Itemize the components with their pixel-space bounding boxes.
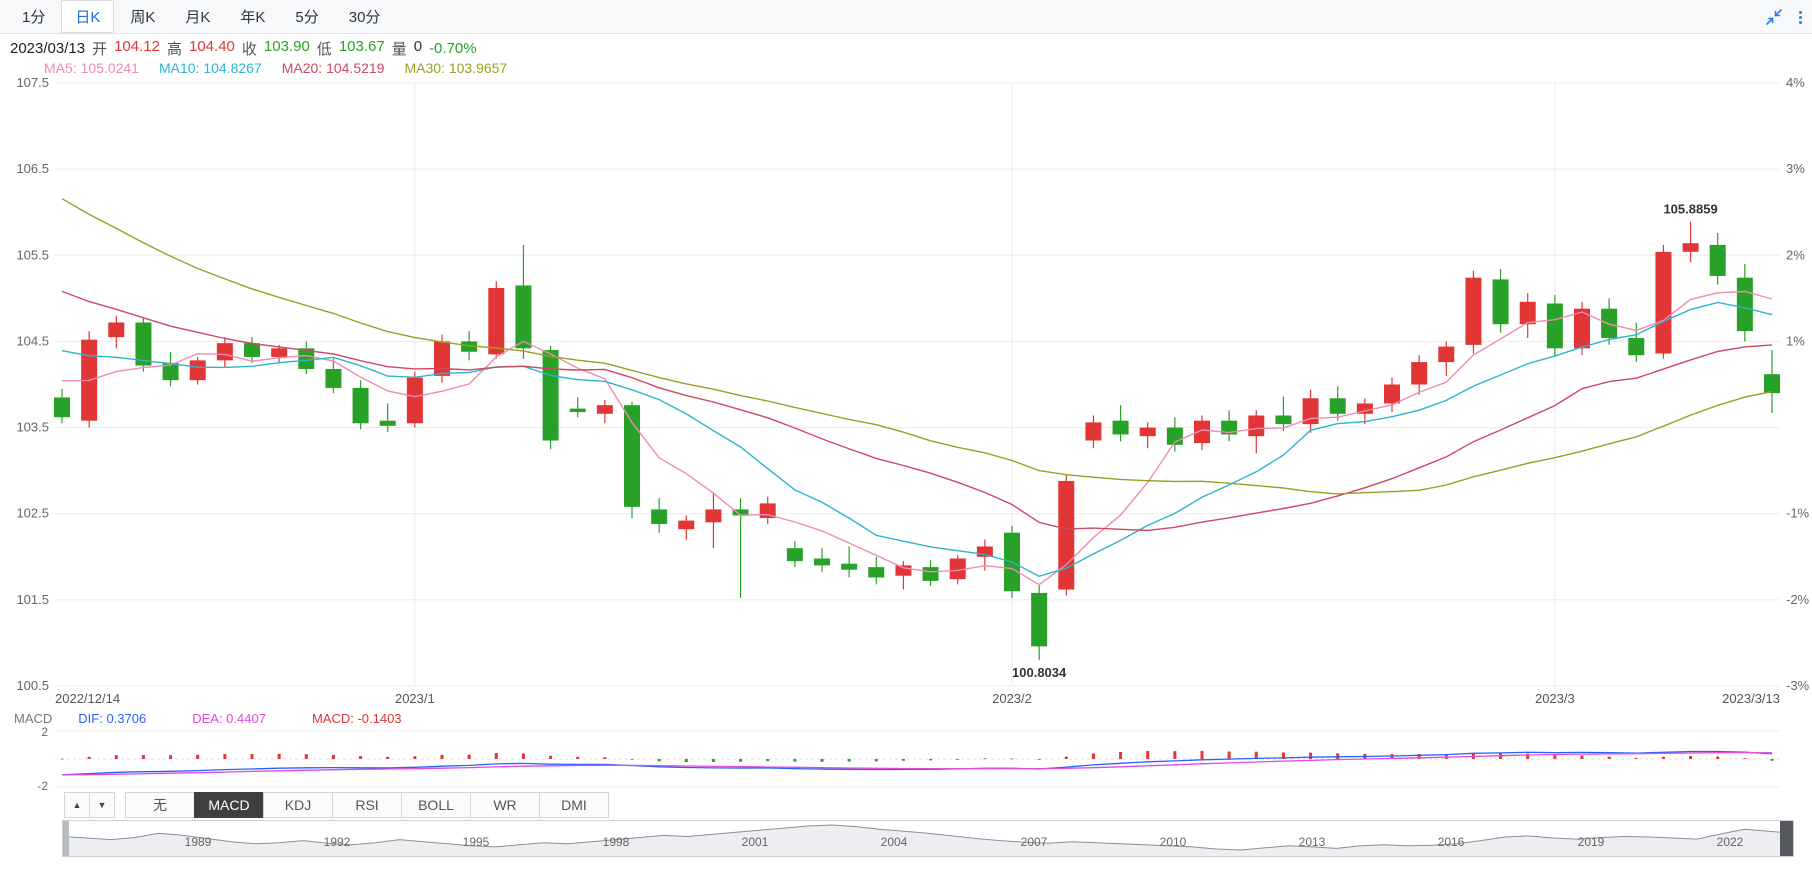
svg-text:103.5: 103.5: [16, 420, 49, 435]
svg-text:2%: 2%: [1786, 247, 1805, 262]
svg-text:105.5: 105.5: [16, 247, 49, 262]
period-tab-1分[interactable]: 1分: [22, 9, 46, 26]
info-field-label: 量: [391, 40, 407, 58]
info-field-label: 开: [92, 40, 108, 58]
toolbar-icons: [1765, 0, 1802, 34]
macd-dif-value: DIF: 0.3706: [78, 710, 147, 726]
svg-text:2: 2: [41, 726, 48, 739]
svg-text:2010: 2010: [1160, 835, 1187, 849]
svg-text:-3%: -3%: [1786, 678, 1810, 693]
svg-text:4%: 4%: [1786, 76, 1805, 90]
indicator-tab-MACD[interactable]: MACD: [194, 792, 264, 818]
macd-macd-value: MACD: -0.1403: [311, 710, 402, 726]
svg-text:106.5: 106.5: [16, 161, 49, 176]
svg-text:105.8859: 105.8859: [1663, 202, 1717, 217]
info-fields: 开 104.12 高 104.40 收 103.90 低 103.67 量 0: [92, 38, 422, 59]
info-field-value: 104.12: [114, 37, 160, 55]
ma-value: MA20: 104.5219: [281, 60, 385, 76]
indicator-down-button[interactable]: ▼: [89, 792, 115, 818]
svg-text:-2: -2: [37, 779, 48, 792]
svg-text:1%: 1%: [1786, 333, 1805, 348]
indicator-tab-WR[interactable]: WR: [470, 792, 540, 818]
svg-text:2004: 2004: [881, 835, 908, 849]
svg-text:2016: 2016: [1438, 835, 1465, 849]
period-tabs: 1分 日K 周K 月K 年K 5分 30分: [8, 0, 396, 33]
indicator-tab-KDJ[interactable]: KDJ: [263, 792, 333, 818]
ma-value: MA10: 104.8267: [158, 60, 262, 76]
svg-text:2001: 2001: [742, 835, 769, 849]
info-field-label: 低: [316, 40, 332, 58]
svg-text:3%: 3%: [1786, 161, 1805, 176]
main-chart[interactable]: 107.5 106.5 105.5 104.5 103.5 102.5 101.5 100.5…: [0, 76, 1812, 712]
svg-text:102.5: 102.5: [16, 506, 49, 521]
info-field-value: 103.67: [338, 37, 385, 55]
indicator-tab-DMI[interactable]: DMI: [539, 792, 609, 818]
svg-text:2013: 2013: [1299, 835, 1326, 849]
collapse-icon[interactable]: [1765, 8, 1783, 26]
indicator-tab-RSI[interactable]: RSI: [332, 792, 402, 818]
svg-text:2007: 2007: [1021, 835, 1048, 849]
navigator-right-handle: [1780, 821, 1793, 856]
period-tab-5分[interactable]: 5分: [295, 9, 319, 26]
svg-text:2023/2: 2023/2: [992, 691, 1032, 706]
svg-text:2022: 2022: [1717, 835, 1744, 849]
macd-dea-value: DEA: 0.4407: [192, 710, 266, 726]
indicator-tabs: ▲ ▼ 无 MACD KDJ RSI BOLL WR DMI: [64, 792, 609, 818]
macd-chart[interactable]: 2 -2: [0, 726, 1812, 792]
svg-text:2023/3/13: 2023/3/13: [1722, 691, 1780, 706]
quote-date: 2023/03/13: [10, 39, 86, 57]
svg-text:2019: 2019: [1578, 835, 1605, 849]
navigator[interactable]: 1989 1992 1995 1998 2001 2004 2007 2010 2013 2016…: [62, 820, 1794, 857]
svg-text:-1%: -1%: [1786, 506, 1810, 521]
navigator-chart[interactable]: 1989 1992 1995 1998 2001 2004 2007 2010 2013 2016…: [63, 821, 1793, 856]
info-field-value: 104.40: [189, 37, 235, 55]
macd-header: MACD DIF: 0.3706 DEA: 0.4407 MACD: -0.14…: [14, 710, 402, 726]
period-toolbar: 1分 日K 周K 月K 年K 5分 30分: [0, 0, 1812, 34]
svg-text:2022/12/14: 2022/12/14: [55, 691, 120, 706]
indicator-tab-无[interactable]: 无: [125, 792, 195, 818]
info-field-label: 收: [241, 40, 257, 58]
svg-text:1995: 1995: [463, 835, 490, 849]
svg-text:107.5: 107.5: [16, 76, 49, 90]
svg-text:-2%: -2%: [1786, 592, 1810, 607]
svg-text:100.8034: 100.8034: [1012, 665, 1067, 680]
period-tab-周K[interactable]: 周K: [130, 9, 156, 26]
svg-text:2023/1: 2023/1: [395, 691, 435, 706]
period-tab-月K[interactable]: 月K: [185, 9, 211, 26]
macd-label: MACD: [14, 710, 53, 726]
ma-bar: MA5: 105.0241 MA10: 104.8267 MA20: 104.521…: [44, 60, 507, 78]
period-tab-日K[interactable]: 日K: [61, 0, 115, 33]
change-percent: -0.70%: [429, 39, 477, 57]
more-menu-icon[interactable]: [1799, 9, 1802, 25]
indicator-tab-group: 无 MACD KDJ RSI BOLL WR DMI: [125, 792, 609, 818]
info-field-value: 103.90: [263, 37, 310, 55]
svg-text:1998: 1998: [603, 835, 630, 849]
ma-value: MA5: 105.0241: [44, 60, 139, 76]
info-field-value: 0: [413, 37, 423, 55]
info-field-label: 高: [166, 40, 182, 58]
info-bar: 2023/03/13 开 104.12 高 104.40 收 103.90 低 103.67 量…: [10, 38, 477, 58]
svg-text:1989: 1989: [185, 835, 212, 849]
indicator-tab-BOLL[interactable]: BOLL: [401, 792, 471, 818]
svg-text:104.5: 104.5: [16, 333, 49, 348]
navigator-left-handle: [63, 821, 69, 856]
period-tab-年K[interactable]: 年K: [240, 9, 266, 26]
svg-text:101.5: 101.5: [16, 592, 49, 607]
period-tab-30分[interactable]: 30分: [348, 9, 381, 26]
svg-text:2023/3: 2023/3: [1535, 691, 1575, 706]
svg-text:1992: 1992: [324, 835, 351, 849]
svg-text:100.5: 100.5: [16, 678, 49, 693]
ma-value: MA30: 103.9657: [404, 60, 508, 76]
indicator-up-button[interactable]: ▲: [64, 792, 90, 818]
